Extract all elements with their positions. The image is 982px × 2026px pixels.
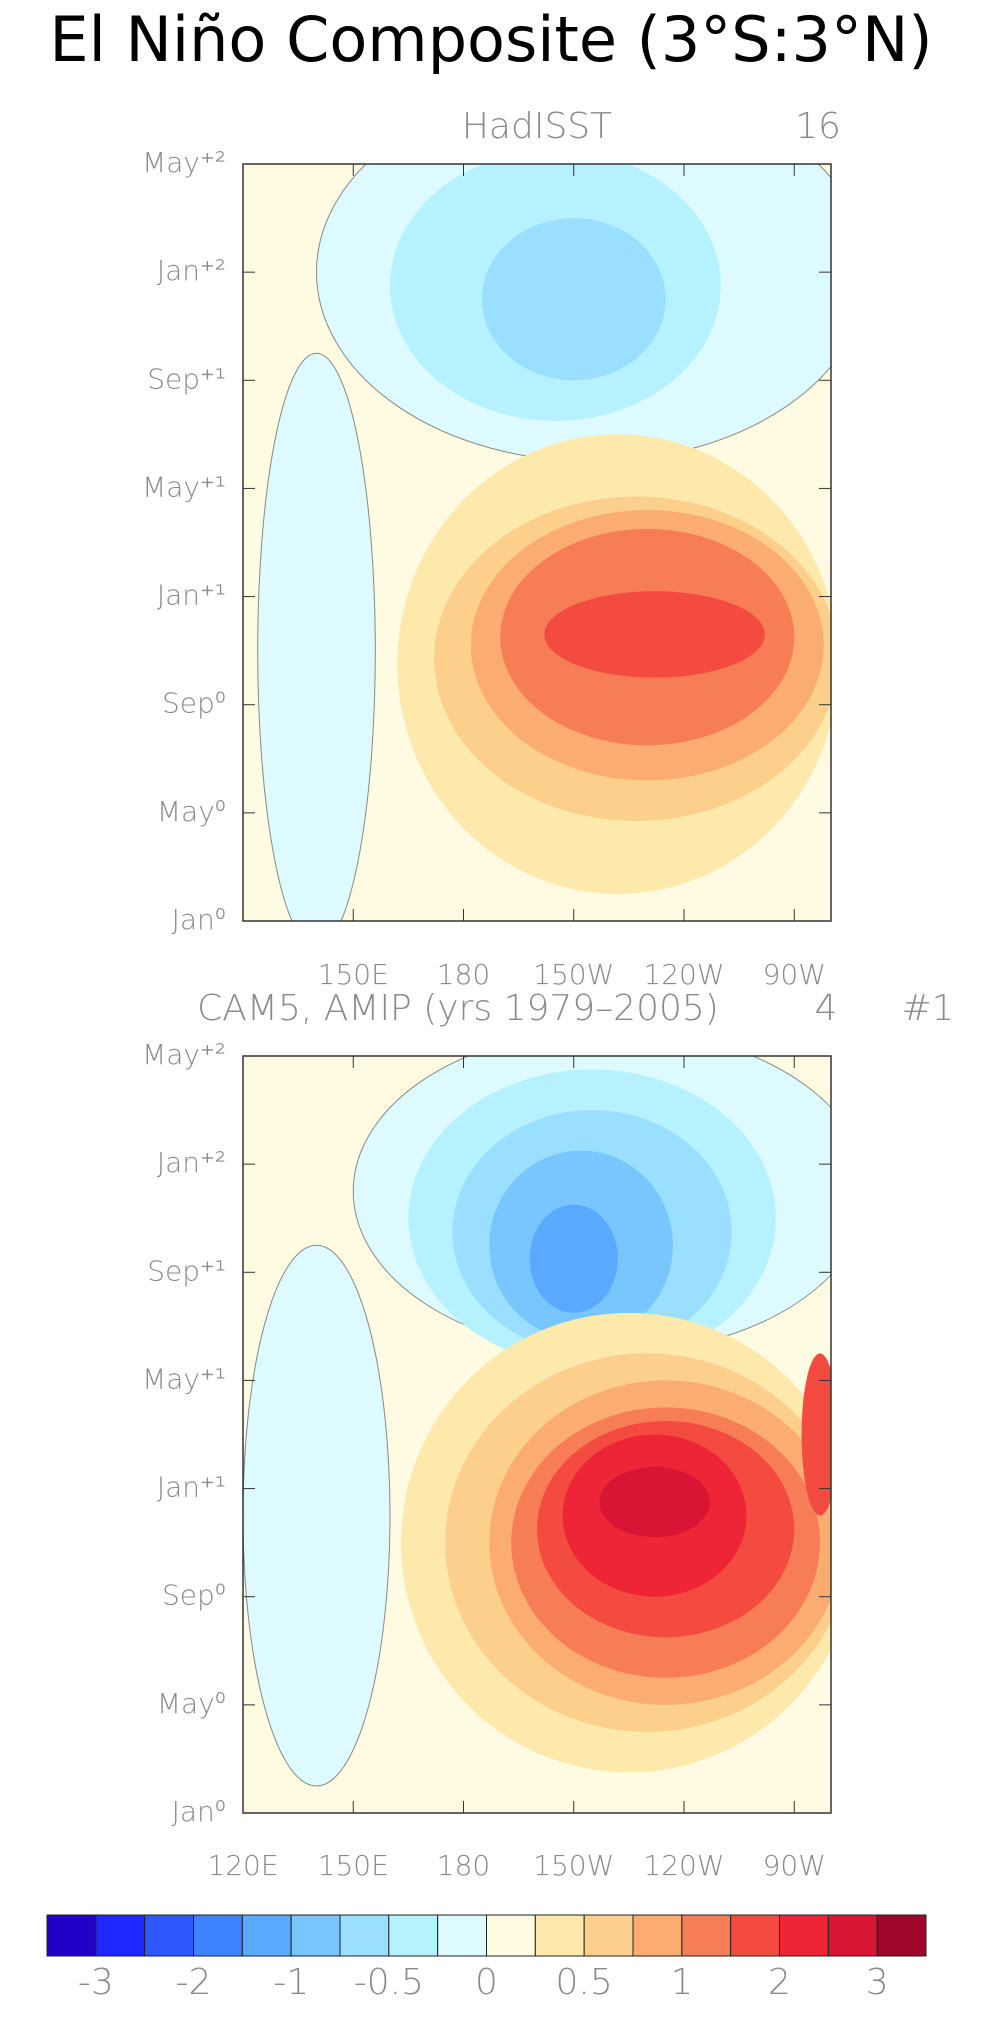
x-tick-label: 90W	[763, 958, 826, 991]
colorbar-box	[779, 1914, 829, 1957]
colorbar-box	[339, 1914, 390, 1957]
contour-fill	[257, 352, 376, 921]
colorbar: -3 -2 -1 -0.5 0 0.5 1 2 3	[46, 1914, 927, 2003]
colorbar-box	[486, 1914, 536, 1957]
contour-fill	[243, 1244, 391, 1787]
colorbar-tick-label: -0.5	[354, 1962, 424, 2003]
contour-fill	[544, 591, 765, 678]
colorbar-tick-label: -2	[176, 1962, 212, 2003]
x-tick-label: 120W	[643, 958, 724, 991]
x-tick-label: 120W	[643, 1849, 724, 1882]
contour-fill	[599, 1466, 710, 1538]
colorbar-tick-label: 0.5	[556, 1962, 613, 2003]
colorbar-box	[144, 1914, 195, 1957]
y-tick-label: May⁰	[157, 1687, 226, 1720]
colorbar-tick-label: 3	[866, 1962, 889, 2003]
contour-fills	[243, 1056, 831, 1813]
contour-plot: Jan⁰ May⁰ Sep⁰ Jan⁺¹ May⁺¹ Sep⁺¹ Jan⁺² May⁺² 120…	[142, 988, 954, 1882]
x-tick-label: 90W	[763, 1849, 826, 1882]
x-tick-label: 150E	[318, 958, 389, 991]
panel-annotation: 4	[815, 988, 838, 1029]
y-tick-label: Jan⁺¹	[157, 579, 226, 612]
y-tick-label: Sep⁺¹	[147, 1254, 226, 1287]
contour-fill	[801, 1353, 831, 1516]
contour-plot: Jan⁰ May⁰ Sep⁰ Jan⁺¹ May⁺¹ Sep⁺¹ Jan⁺² May⁺² 150…	[142, 106, 841, 991]
colorbar-box	[193, 1914, 243, 1957]
y-tick-label: Sep⁰	[162, 1579, 226, 1612]
y-tick-label: Jan⁰	[172, 1795, 226, 1828]
contour-fill	[529, 1204, 618, 1313]
colorbar-tick-label: 0	[475, 1962, 498, 2003]
y-tick-label: May⁺¹	[142, 470, 226, 503]
x-tick-label: 120E	[207, 1849, 278, 1882]
plot-frame	[242, 163, 832, 922]
panel-annotation: #1	[901, 988, 954, 1029]
colorbar-box	[583, 1914, 634, 1957]
colorbar-box	[730, 1914, 781, 1957]
contour-fills	[243, 164, 831, 921]
colorbar-box	[827, 1914, 878, 1957]
colorbar-box	[46, 1914, 97, 1957]
colorbar-box	[290, 1914, 341, 1957]
panel-title: HadISST	[462, 106, 612, 147]
panel-title: CAM5, AMIP (yrs 1979–2005)	[197, 988, 719, 1029]
colorbar-box	[681, 1914, 732, 1957]
y-tick-label: Jan⁰	[172, 903, 226, 936]
y-tick-label: May⁰	[157, 795, 226, 828]
x-tick-label: 150E	[318, 1849, 389, 1882]
y-tick-label: Jan⁺²	[157, 1146, 226, 1179]
colorbar-tick-label: -1	[273, 1962, 309, 2003]
y-tick-label: Jan⁺¹	[157, 1471, 226, 1504]
colorbar-tick-label: -3	[78, 1962, 114, 2003]
colorbar-box	[534, 1914, 585, 1957]
colorbar-box	[95, 1914, 146, 1957]
y-tick-label: May⁺²	[142, 1038, 226, 1071]
colorbar-tick-label: 2	[768, 1962, 791, 2003]
colorbar-box	[241, 1914, 292, 1957]
x-tick-label: 150W	[533, 1849, 614, 1882]
plot-frame	[242, 1055, 832, 1814]
y-tick-label: Jan⁺²	[157, 254, 226, 287]
x-tick-label: 150W	[533, 958, 614, 991]
x-tick-label: 180	[437, 958, 490, 991]
y-tick-label: Sep⁰	[162, 687, 226, 720]
colorbar-box	[388, 1914, 439, 1957]
colorbar-box	[876, 1914, 927, 1957]
contour-fill	[481, 218, 666, 381]
colorbar-box	[437, 1914, 487, 1957]
panel-annotation: 16	[795, 106, 841, 147]
y-tick-label: Sep⁺¹	[147, 362, 226, 395]
colorbar-tick-label: 1	[670, 1962, 693, 2003]
colorbar-box	[632, 1914, 683, 1957]
y-tick-label: May⁺²	[142, 146, 226, 179]
y-tick-label: May⁺¹	[142, 1362, 226, 1395]
x-tick-label: 180	[437, 1849, 490, 1882]
figure-title: El Niño Composite (3°S:3°N)	[49, 3, 932, 76]
